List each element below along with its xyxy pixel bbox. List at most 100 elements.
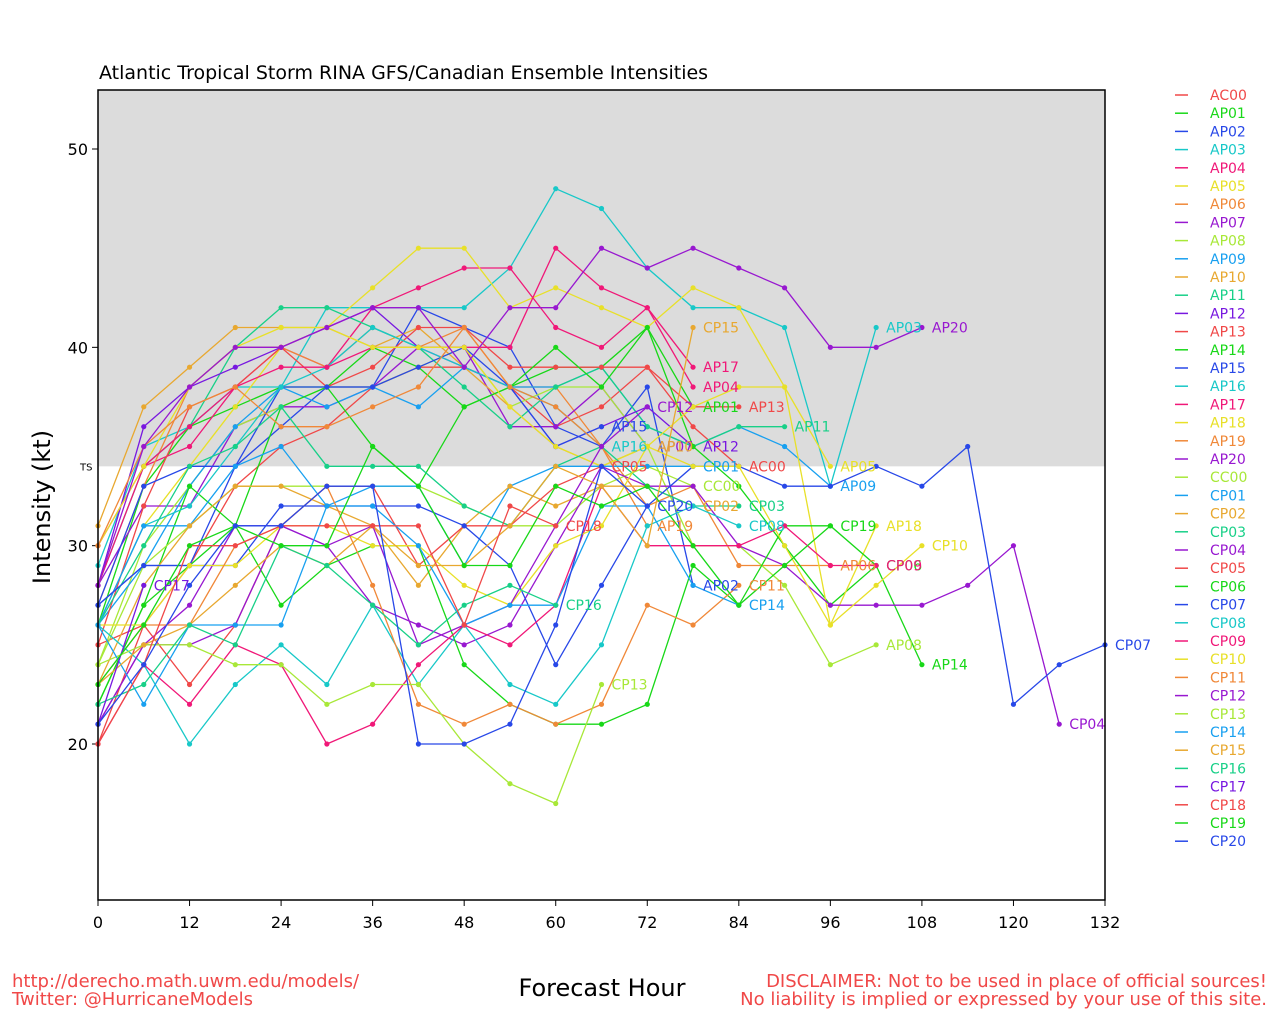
data-point bbox=[141, 404, 147, 410]
data-point bbox=[644, 523, 650, 529]
data-point bbox=[553, 701, 559, 707]
series-end-label: CP19 bbox=[840, 519, 876, 535]
legend-item: AP18 bbox=[1175, 416, 1246, 432]
data-point bbox=[919, 543, 925, 549]
plot-frame bbox=[97, 89, 1106, 901]
data-point bbox=[507, 384, 513, 390]
data-point bbox=[553, 424, 559, 430]
data-point bbox=[232, 681, 238, 688]
series-end-label: AP15 bbox=[612, 420, 648, 436]
data-point bbox=[690, 245, 696, 251]
data-point bbox=[232, 582, 238, 588]
data-point bbox=[186, 443, 193, 450]
data-point bbox=[919, 602, 925, 608]
y-tick-label: 50 bbox=[68, 140, 88, 159]
data-point bbox=[644, 443, 650, 450]
data-point bbox=[186, 364, 193, 370]
series-end-label: AP16 bbox=[612, 440, 648, 456]
data-point bbox=[370, 443, 376, 450]
data-point bbox=[370, 463, 376, 469]
data-point bbox=[553, 483, 559, 489]
legend-label: AP03 bbox=[1210, 143, 1246, 159]
data-point bbox=[141, 681, 147, 688]
series-end-label: AP11 bbox=[795, 420, 831, 436]
legend-label: AP14 bbox=[1210, 343, 1246, 359]
data-point bbox=[461, 721, 467, 727]
data-point bbox=[598, 721, 605, 727]
series-end-label: CP18 bbox=[566, 519, 602, 535]
legend-label: AP20 bbox=[1210, 452, 1246, 468]
data-point bbox=[736, 265, 742, 271]
legend-label: AP08 bbox=[1210, 234, 1246, 250]
series-end-label: CP06 bbox=[886, 559, 922, 575]
data-point bbox=[781, 483, 788, 489]
legend-label: CP08 bbox=[1210, 616, 1246, 632]
legend-item: AP20 bbox=[1175, 452, 1246, 468]
data-point bbox=[827, 622, 833, 628]
legend-label: AP02 bbox=[1210, 124, 1246, 140]
series-end-label: CP03 bbox=[749, 499, 785, 515]
data-point bbox=[415, 562, 422, 569]
data-point bbox=[415, 681, 422, 688]
legend-label: CP19 bbox=[1210, 816, 1246, 832]
legend-label: AP11 bbox=[1210, 288, 1246, 304]
data-point bbox=[781, 285, 788, 291]
data-point bbox=[644, 265, 650, 271]
data-point bbox=[415, 344, 422, 350]
legend: AC00 AP01 AP02 AP03 AP04 AP05 AP06 AP07 AP08 AP09… bbox=[1175, 88, 1247, 850]
data-point bbox=[690, 503, 696, 509]
legend-item: AC00 bbox=[1175, 88, 1247, 104]
footer-disclaimer: DISCLAIMER: Not to be used in place of o… bbox=[766, 971, 1267, 992]
data-point bbox=[461, 622, 467, 628]
series-line bbox=[97, 484, 877, 745]
data-point bbox=[141, 523, 147, 529]
legend-label: CP03 bbox=[1210, 525, 1246, 541]
data-point bbox=[781, 562, 788, 569]
data-point bbox=[827, 562, 833, 569]
data-point bbox=[873, 562, 879, 569]
data-point bbox=[690, 285, 696, 291]
series-end-label: CC00 bbox=[703, 479, 740, 495]
data-point bbox=[644, 543, 650, 549]
series-end-label: AP10 bbox=[657, 440, 693, 456]
data-point bbox=[186, 622, 193, 628]
data-point bbox=[598, 205, 605, 212]
legend-label: AP06 bbox=[1210, 197, 1246, 213]
x-tick-label: 108 bbox=[907, 913, 938, 932]
footer-twitter: Twitter: @HurricaneModels bbox=[11, 989, 253, 1010]
series-end-label: CP10 bbox=[932, 539, 968, 555]
data-point bbox=[690, 305, 696, 311]
series-end-label: AP20 bbox=[932, 321, 968, 337]
series-end-label: CP14 bbox=[749, 598, 785, 614]
series-end-label: CP05 bbox=[612, 459, 648, 475]
data-point bbox=[507, 681, 513, 688]
legend-item: AP09 bbox=[1175, 252, 1246, 268]
footer-liability: No liability is implied or expressed by … bbox=[740, 989, 1267, 1010]
data-point bbox=[232, 622, 238, 628]
data-point bbox=[690, 463, 696, 469]
data-point bbox=[553, 245, 559, 251]
data-point bbox=[919, 483, 925, 489]
data-point bbox=[324, 543, 330, 549]
legend-item: AP06 bbox=[1175, 197, 1246, 213]
data-point bbox=[324, 741, 330, 747]
data-point bbox=[873, 602, 879, 608]
data-point bbox=[873, 582, 879, 588]
data-point bbox=[370, 721, 376, 727]
data-point bbox=[598, 404, 605, 410]
data-point bbox=[415, 582, 422, 588]
data-point bbox=[324, 681, 330, 688]
data-point bbox=[278, 364, 284, 370]
legend-item: AP13 bbox=[1175, 325, 1246, 341]
data-point bbox=[415, 622, 422, 628]
data-point bbox=[141, 503, 147, 509]
data-point bbox=[141, 642, 147, 648]
legend-label: AP09 bbox=[1210, 252, 1246, 268]
y-axis-ticks: 20 30 40 50 bbox=[68, 140, 98, 754]
x-tick-label: 60 bbox=[546, 913, 566, 932]
legend-item: AP05 bbox=[1175, 179, 1246, 195]
legend-item: AP15 bbox=[1175, 361, 1246, 377]
data-point bbox=[324, 404, 330, 410]
legend-item: CP16 bbox=[1175, 761, 1246, 777]
legend-item: CP04 bbox=[1175, 543, 1246, 559]
